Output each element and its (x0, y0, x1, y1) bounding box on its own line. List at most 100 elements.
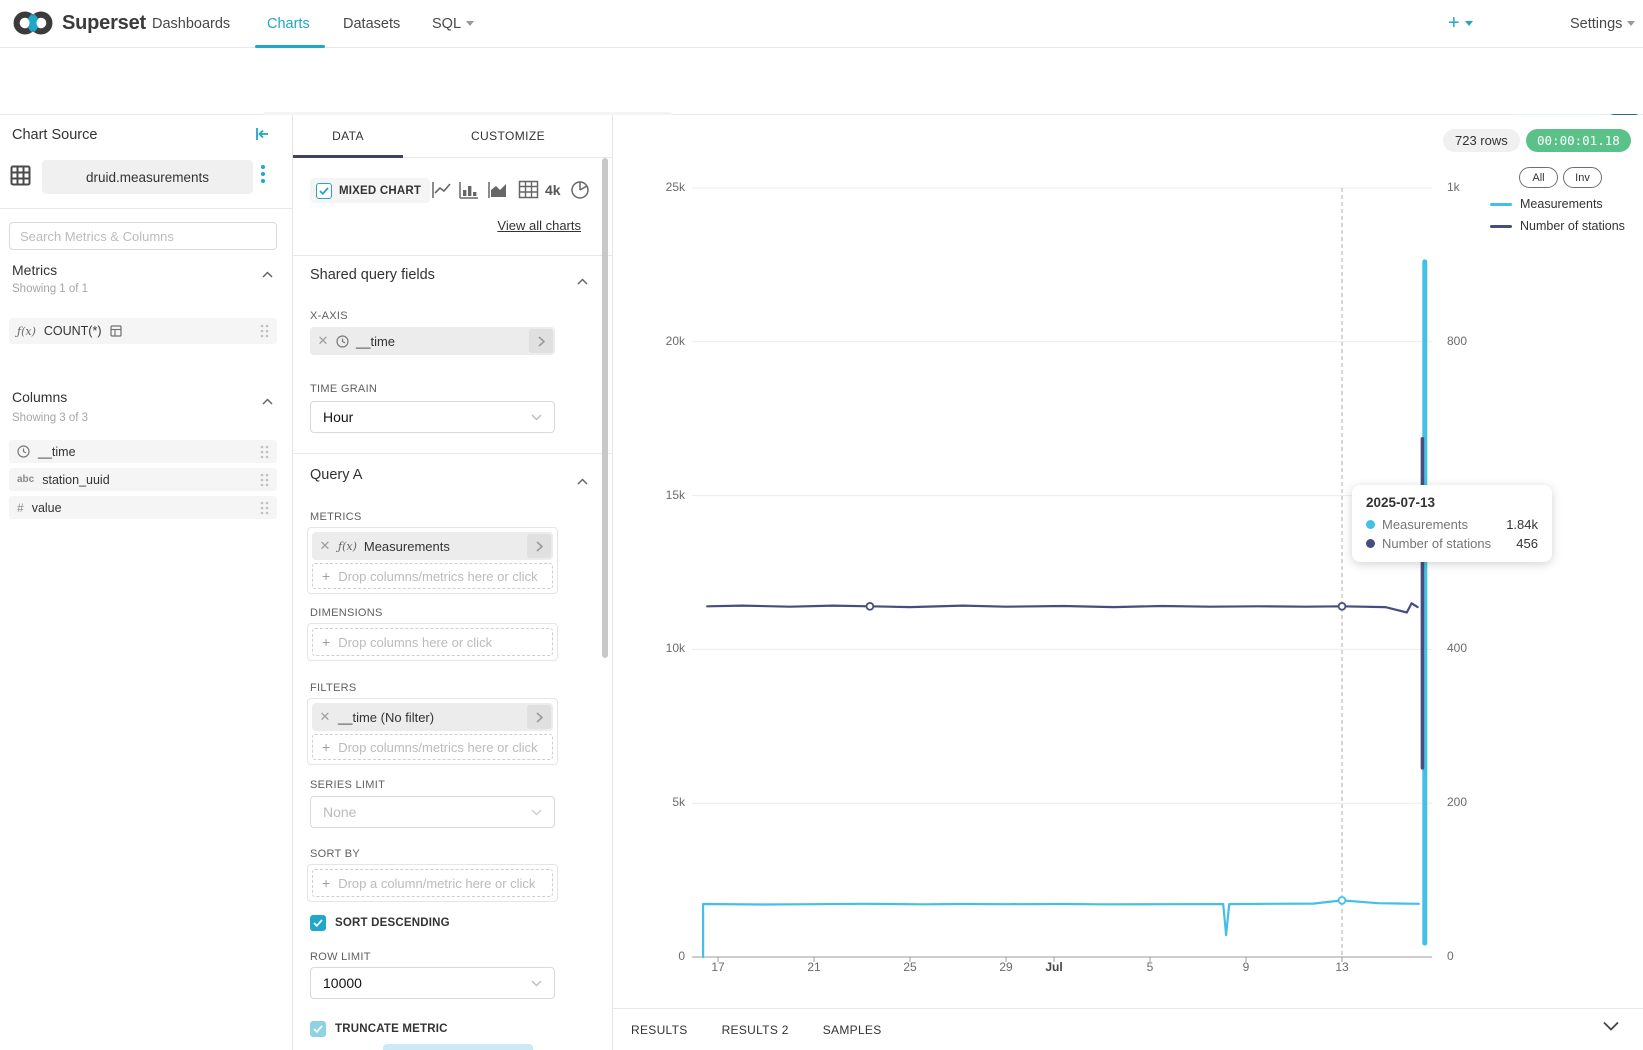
sort-by-dropzone[interactable]: + Drop a column/metric here or click (312, 869, 553, 897)
area-chart-icon[interactable] (487, 180, 509, 205)
tick-label: 1k (1447, 180, 1460, 194)
chart-canvas[interactable] (613, 115, 1643, 1050)
filter-chip-time[interactable]: ✕ __time (No filter) (312, 703, 553, 731)
tick-label: 0 (1447, 949, 1454, 963)
chevron-down-icon (1464, 21, 1473, 26)
column-item-station-uuid[interactable]: abc station_uuid (9, 468, 277, 491)
chevron-down-icon (531, 808, 542, 816)
tab-customize[interactable]: CUSTOMIZE (470, 129, 546, 143)
legend-invert-button[interactable]: Inv (1563, 167, 1602, 188)
divider (0, 208, 293, 209)
row-limit-select[interactable]: 10000 (310, 967, 555, 999)
query-a-heading: Query A (310, 467, 363, 483)
column-item-value[interactable]: # value (9, 496, 277, 519)
sort-by-field: + Drop a column/metric here or click (307, 864, 558, 902)
metrics-field: ✕ ƒ(x) Measurements + Drop columns/metri… (307, 527, 558, 594)
chevron-right-icon[interactable] (529, 329, 553, 353)
collapse-results-icon[interactable] (1603, 1018, 1619, 1036)
chevron-up-icon[interactable] (262, 392, 273, 410)
drag-handle-icon[interactable] (260, 501, 269, 515)
tick-label: 5 (1146, 960, 1154, 974)
dimensions-label: DIMENSIONS (310, 607, 383, 619)
time-grain-select[interactable]: Hour (310, 401, 555, 433)
dimensions-dropzone[interactable]: + Drop columns here or click (312, 628, 553, 656)
legend-swatch (1490, 202, 1512, 206)
tab-samples[interactable]: SAMPLES (822, 1022, 882, 1037)
series-dot-icon (1366, 520, 1375, 529)
plus-icon: + (322, 739, 331, 755)
tooltip-row-measurements: Measurements 1.84k (1366, 517, 1538, 532)
nav-settings[interactable]: Settings (1570, 0, 1636, 47)
x-axis-label: X-AXIS (310, 310, 348, 322)
infinity-logo-icon (13, 11, 53, 35)
metric-chip-measurements[interactable]: ✕ ƒ(x) Measurements (312, 532, 553, 560)
tick-label: 9 (1242, 960, 1250, 974)
tab-results[interactable]: RESULTS (631, 1022, 688, 1037)
filters-dropzone[interactable]: + Drop columns/metrics here or click (312, 734, 553, 760)
drag-handle-icon[interactable] (260, 324, 269, 338)
sort-descending-checkbox[interactable]: SORT DESCENDING (310, 915, 450, 931)
legend-select-all-button[interactable]: All (1519, 167, 1558, 188)
text-type-icon: abc (17, 474, 35, 485)
new-button[interactable]: + (1448, 0, 1473, 47)
tab-results-2[interactable]: RESULTS 2 (721, 1022, 789, 1037)
metrics-heading: Metrics (12, 262, 58, 278)
nav-sql[interactable]: SQL (432, 0, 475, 47)
legend-item-number-of-stations[interactable]: Number of stations (1490, 219, 1625, 233)
chevron-up-icon[interactable] (577, 472, 588, 490)
legend-swatch (1490, 224, 1512, 228)
nav-datasets[interactable]: Datasets (343, 15, 401, 32)
viz-type-mixed-chart[interactable]: MIXED CHART (310, 178, 431, 203)
divider (293, 453, 613, 454)
legend-item-measurements[interactable]: Measurements (1490, 197, 1603, 211)
number-type-icon: # (17, 500, 24, 515)
drag-handle-icon[interactable] (260, 473, 269, 487)
plus-icon: + (322, 875, 331, 891)
chevron-right-icon[interactable] (527, 534, 551, 558)
remove-icon[interactable]: ✕ (317, 333, 329, 348)
tab-data[interactable]: DATA (332, 129, 364, 143)
divider (293, 255, 613, 256)
chart-controls-panel: DATA CUSTOMIZE MIXED CHART (293, 115, 613, 1050)
line-chart-icon[interactable] (431, 180, 453, 205)
big-number-4k-icon[interactable]: 4k (545, 182, 561, 198)
nav-charts[interactable]: Charts (267, 15, 310, 32)
series-limit-select[interactable]: None (310, 796, 555, 828)
chevron-up-icon[interactable] (577, 272, 588, 290)
pie-chart-icon[interactable] (570, 180, 590, 205)
collapse-panel-icon[interactable] (253, 125, 271, 148)
title-bar: Measurements / hour ☆ Added to 1 dashboa… (0, 48, 1643, 144)
clock-icon (336, 334, 349, 348)
nav-dashboards[interactable]: Dashboards (152, 15, 231, 32)
column-item-time[interactable]: __time (9, 440, 277, 463)
view-all-charts-link[interactable]: View all charts (497, 218, 581, 233)
tick-label: 10k (665, 641, 685, 656)
certified-table-icon (109, 325, 122, 337)
dataset-selector[interactable]: druid.measurements (42, 160, 253, 194)
active-tab-underline (293, 155, 403, 158)
filters-field: ✕ __time (No filter) + Drop columns/metr… (307, 698, 558, 765)
metrics-dropzone[interactable]: + Drop columns/metrics here or click (312, 563, 553, 589)
filters-label: FILTERS (310, 682, 357, 694)
drag-handle-icon[interactable] (260, 445, 269, 459)
metric-item-count[interactable]: ƒ(x) COUNT(*) (9, 318, 277, 344)
bar-chart-icon[interactable] (458, 180, 480, 205)
series-limit-label: SERIES LIMIT (310, 779, 386, 791)
remove-icon[interactable]: ✕ (319, 538, 331, 553)
results-bar: RESULTS RESULTS 2 SAMPLES (613, 1008, 1643, 1050)
table-chart-icon[interactable] (518, 180, 539, 204)
truncate-metric-checkbox[interactable]: TRUNCATE METRIC (310, 1021, 448, 1037)
superset-logo[interactable]: Superset (10, 8, 146, 38)
chevron-down-icon (531, 413, 542, 421)
search-input[interactable] (9, 222, 277, 250)
tick-label: 25k (665, 180, 685, 194)
remove-icon[interactable]: ✕ (319, 709, 331, 724)
metrics-count: Showing 1 of 1 (12, 283, 89, 295)
row-limit-label: ROW LIMIT (310, 951, 371, 963)
x-axis-chip[interactable]: ✕ __time (310, 327, 555, 355)
chevron-down-icon (466, 21, 475, 26)
panel-scrollbar[interactable] (602, 158, 608, 658)
dataset-options-kebab-icon[interactable] (256, 165, 270, 191)
chevron-up-icon[interactable] (262, 265, 273, 283)
chevron-right-icon[interactable] (527, 705, 551, 729)
